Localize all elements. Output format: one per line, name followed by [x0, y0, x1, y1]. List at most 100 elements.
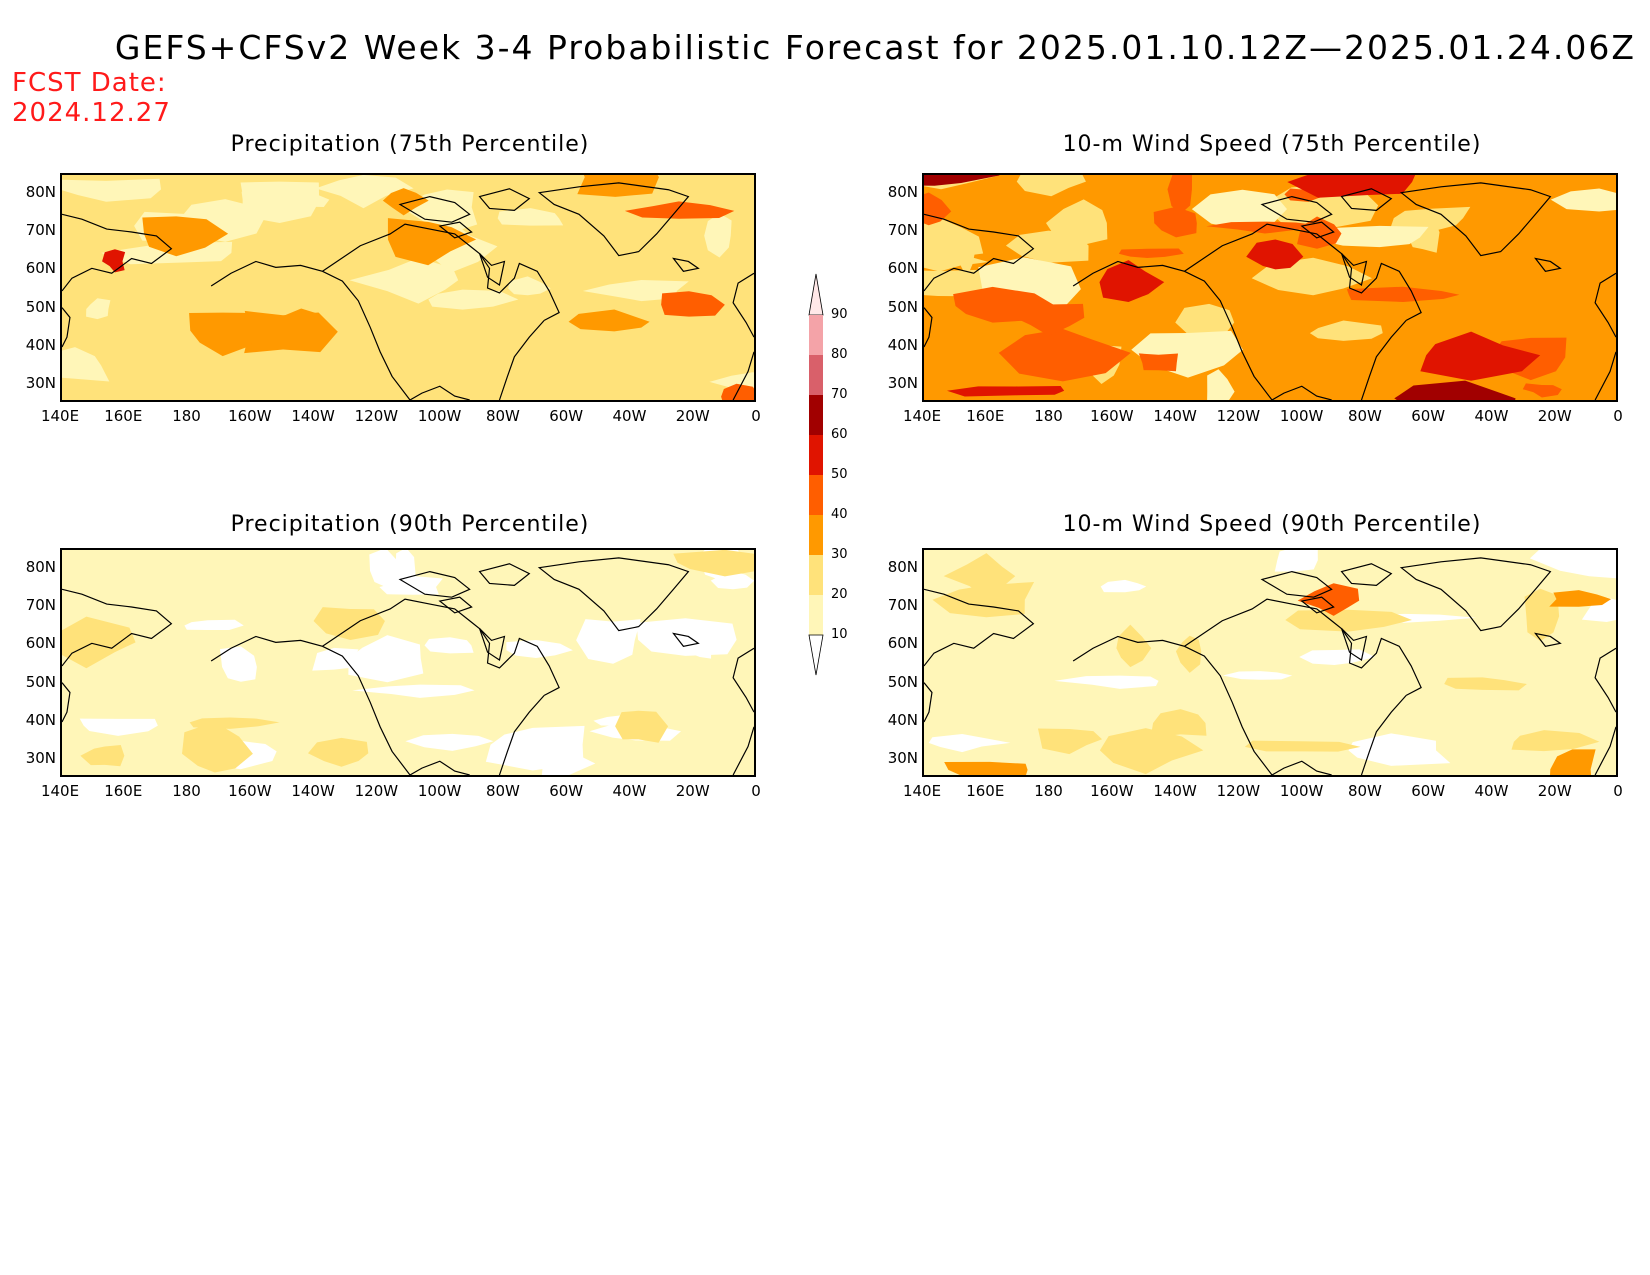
probability-contour: [576, 619, 641, 664]
probability-contour: [1246, 239, 1304, 270]
lat-tick-label: 80N: [25, 558, 56, 577]
coastline: [1340, 563, 1393, 586]
probability-contour: [424, 637, 474, 654]
lon-tick-label: 40W: [612, 407, 647, 425]
colorbar-swatch: [809, 315, 823, 355]
probability-contour: [932, 582, 1035, 618]
lat-tick-label: 50N: [25, 297, 56, 316]
coastline: [498, 320, 545, 400]
panel-title-wind-90: 10-m Wind Speed (90th Percentile): [1062, 512, 1482, 537]
probability-contour: [349, 257, 459, 304]
coastline: [62, 307, 71, 348]
lat-tick-label: 40N: [25, 335, 56, 354]
probability-contour: [1191, 189, 1288, 231]
probability-contour: [184, 619, 244, 630]
probability-contour: [661, 291, 725, 317]
field-background: [924, 550, 1616, 775]
coastline: [478, 563, 531, 586]
colorbar-level-label: 10: [831, 627, 848, 642]
coastline: [924, 213, 1035, 292]
coastline: [62, 213, 173, 292]
probability-contour: [508, 276, 551, 296]
forecast-date-label: FCST Date:: [12, 68, 167, 98]
probability-contour: [1287, 175, 1416, 198]
coastline: [1360, 695, 1407, 775]
probability-contour: [1175, 635, 1202, 673]
lon-tick-label: 100W: [417, 782, 462, 800]
lat-tick-label: 70N: [887, 221, 918, 240]
lat-tick-label: 60N: [25, 259, 56, 278]
coastline: [1340, 188, 1393, 211]
colorbar-swatch: [809, 595, 823, 635]
colorbar-level-label: 20: [831, 587, 848, 602]
lon-tick-label: 160E: [104, 782, 143, 800]
lon-tick-label: 140E: [40, 407, 80, 425]
probability-contour: [1016, 175, 1086, 197]
coastline: [1271, 760, 1332, 775]
coastline: [1594, 272, 1616, 338]
lon-tick-label: 40W: [1474, 407, 1509, 425]
lon-tick-label: 140E: [902, 407, 942, 425]
probability-contour: [688, 637, 712, 659]
coastline: [1300, 596, 1335, 614]
forecast-date-block: FCST Date: 2024.12.27: [12, 68, 171, 128]
lon-tick-label: 140W: [1153, 782, 1197, 800]
probability-contour: [1099, 260, 1165, 302]
lat-tick-label: 50N: [25, 672, 56, 691]
lon-tick-label: 60W: [1411, 407, 1446, 425]
probability-contour: [313, 607, 385, 640]
probability-contour: [219, 646, 257, 682]
colorbar-swatch: [809, 515, 823, 555]
probability-contour: [497, 208, 564, 226]
probability-contour: [1274, 550, 1318, 572]
coastline: [1072, 635, 1273, 775]
colorbar-level-label: 60: [831, 427, 848, 442]
lat-tick-label: 60N: [887, 634, 918, 653]
main-title: GEFS+CFSv2 Week 3-4 Probabilistic Foreca…: [114, 28, 1636, 67]
probability-contour: [1389, 206, 1471, 232]
coastline: [1260, 571, 1333, 598]
probability-contour: [62, 178, 162, 202]
probability-contour: [1206, 221, 1327, 234]
lon-tick-label: 100W: [417, 407, 462, 425]
coastline: [398, 196, 471, 223]
probability-contour: [1099, 728, 1204, 775]
lat-tick-label: 70N: [887, 596, 918, 615]
coastline: [1594, 647, 1616, 713]
lon-tick-label: 180: [172, 407, 201, 425]
lat-tick-label: 70N: [25, 221, 56, 240]
probability-contour: [636, 618, 737, 656]
probability-contour: [79, 718, 158, 736]
lat-tick-label: 40N: [25, 710, 56, 729]
coastline: [1072, 260, 1273, 400]
probability-contour: [352, 684, 475, 698]
lon-tick-label: 140E: [902, 782, 942, 800]
probability-contour: [946, 385, 1065, 397]
probability-contour: [1207, 369, 1235, 400]
lon-tick-label: 80W: [485, 782, 520, 800]
probability-contour: [998, 328, 1131, 382]
lat-tick-label: 30N: [25, 748, 56, 767]
colorbar-level-label: 50: [831, 467, 848, 482]
coastline: [732, 726, 754, 775]
coastline: [1399, 557, 1552, 632]
probability-contour: [1581, 597, 1616, 623]
coastline: [672, 257, 700, 272]
coastline: [322, 598, 560, 696]
coastline: [537, 182, 690, 257]
lon-tick-label: 60W: [549, 782, 584, 800]
colorbar-swatch: [809, 355, 823, 395]
lon-tick-label: 160E: [104, 407, 143, 425]
probability-contour: [1297, 583, 1360, 616]
probability-contour: [1394, 380, 1516, 400]
probability-contour: [944, 761, 1028, 775]
lon-tick-label: 120W: [1216, 782, 1261, 800]
coastline: [398, 571, 471, 598]
probability-contour: [1299, 649, 1375, 665]
probability-contour: [1014, 303, 1085, 336]
lon-tick-label: 60W: [549, 407, 584, 425]
lon-tick-label: 0: [1613, 782, 1623, 800]
probability-contour: [1522, 383, 1562, 398]
probability-contour: [1244, 740, 1361, 752]
probability-contour: [924, 175, 1000, 186]
